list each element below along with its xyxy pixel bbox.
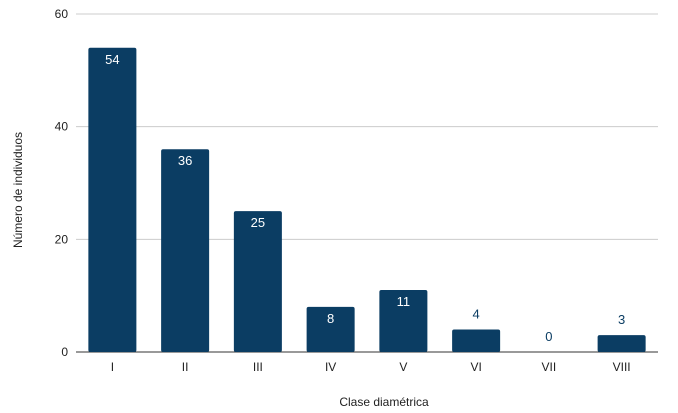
y-tick-label: 0 <box>61 345 68 359</box>
x-tick-label: VI <box>470 360 481 374</box>
y-axis-title: Número de individuos <box>11 132 25 248</box>
data-label: 3 <box>618 312 625 327</box>
x-tick-label: IV <box>325 360 336 374</box>
bar <box>452 329 501 352</box>
data-label: 4 <box>473 306 480 321</box>
bar <box>597 335 646 352</box>
data-label: 25 <box>251 215 265 230</box>
data-label: 11 <box>397 294 411 309</box>
data-label: 54 <box>105 52 119 67</box>
x-axis-ticks: I II III IV V VI VII VIII <box>111 360 631 374</box>
y-axis-ticks: 0 20 40 60 <box>55 7 69 359</box>
bar <box>161 149 210 352</box>
y-tick-label: 40 <box>55 120 69 134</box>
bars <box>88 47 646 353</box>
data-label: 0 <box>545 329 552 344</box>
data-label: 36 <box>178 153 192 168</box>
bar <box>233 211 282 352</box>
bar <box>88 47 137 353</box>
x-axis-title: Clase diamétrica <box>339 395 429 409</box>
x-tick-label: II <box>182 360 189 374</box>
x-tick-label: VIII <box>613 360 631 374</box>
x-tick-label: V <box>399 360 407 374</box>
x-tick-label: VII <box>542 360 557 374</box>
y-tick-label: 60 <box>55 7 69 21</box>
y-tick-label: 20 <box>55 232 69 246</box>
bar <box>379 290 428 352</box>
x-tick-label: III <box>253 360 263 374</box>
bar <box>306 306 355 352</box>
data-label: 8 <box>327 311 334 326</box>
data-labels: 54 36 25 8 11 4 0 3 <box>105 52 625 344</box>
x-tick-label: I <box>111 360 114 374</box>
